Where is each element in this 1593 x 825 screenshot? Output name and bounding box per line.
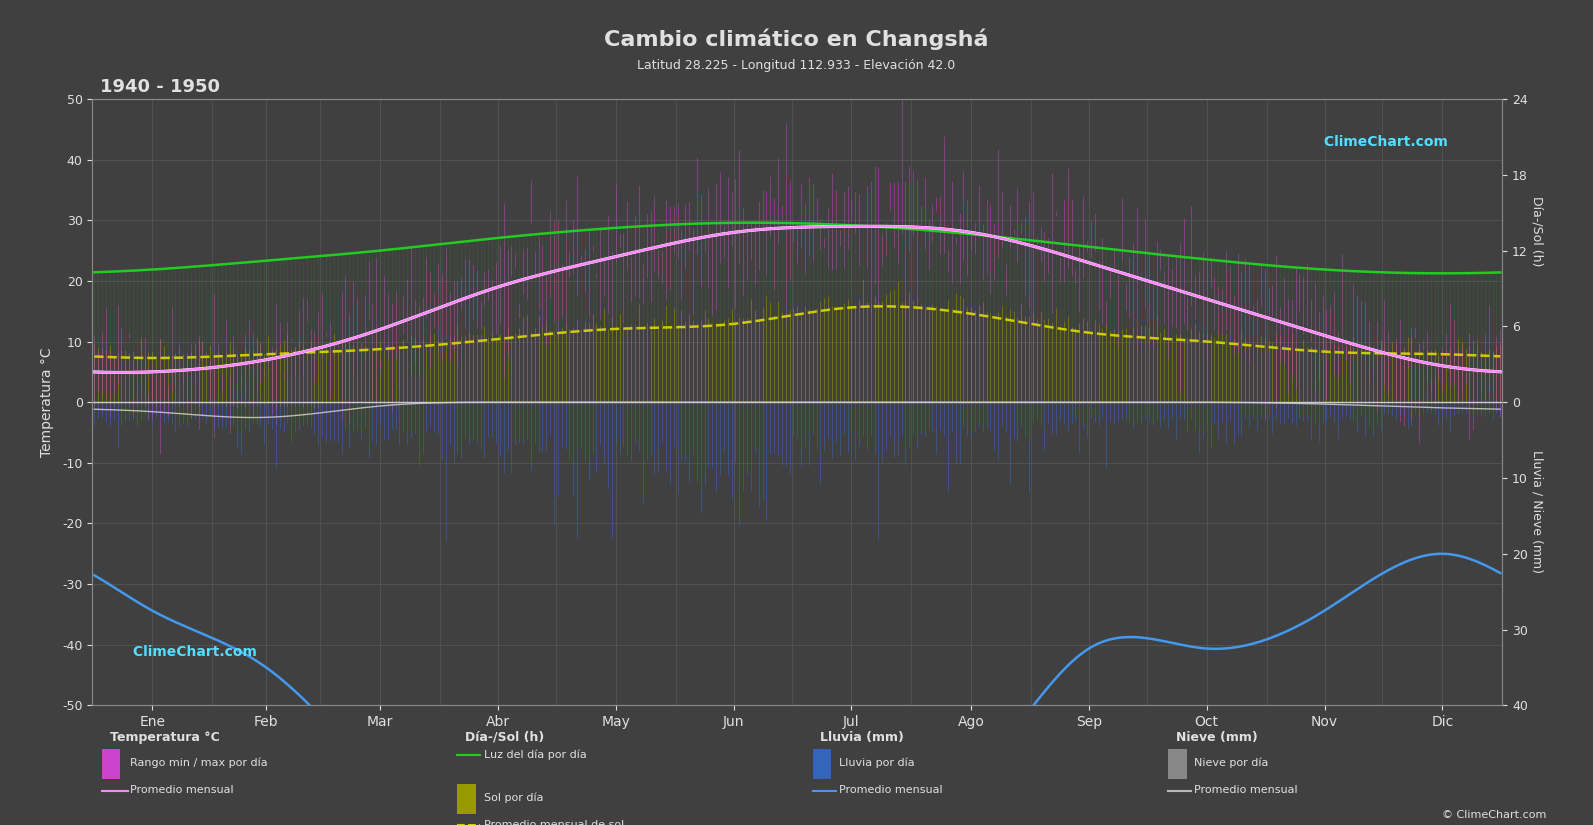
Text: Día-/Sol (h): Día-/Sol (h) xyxy=(1531,196,1544,266)
Text: Lluvia (mm): Lluvia (mm) xyxy=(820,731,905,743)
Point xyxy=(448,820,467,825)
Text: Luz del día por día: Luz del día por día xyxy=(484,750,586,761)
Y-axis label: Temperatura °C: Temperatura °C xyxy=(40,347,54,457)
Text: Promedio mensual: Promedio mensual xyxy=(129,785,233,795)
Text: Sol por día: Sol por día xyxy=(484,793,543,804)
Point xyxy=(1182,785,1201,795)
Text: Promedio mensual: Promedio mensual xyxy=(840,785,943,795)
Point xyxy=(472,820,491,825)
Text: Día-/Sol (h): Día-/Sol (h) xyxy=(465,731,545,743)
Text: Nieve por día: Nieve por día xyxy=(1195,757,1268,768)
Text: Lluvia / Nieve (mm): Lluvia / Nieve (mm) xyxy=(1531,450,1544,573)
Bar xyxy=(1168,749,1187,779)
Bar xyxy=(457,785,476,814)
Text: Nieve (mm): Nieve (mm) xyxy=(1176,731,1257,743)
Text: Temperatura °C: Temperatura °C xyxy=(110,731,220,743)
Text: Promedio mensual: Promedio mensual xyxy=(1195,785,1298,795)
Point xyxy=(472,751,491,761)
Point xyxy=(448,751,467,761)
Text: Cambio climático en Changshá: Cambio climático en Changshá xyxy=(604,29,989,50)
Text: ClimeChart.com: ClimeChart.com xyxy=(1319,135,1448,149)
Point xyxy=(1158,785,1177,795)
Text: ClimeChart.com: ClimeChart.com xyxy=(127,645,256,658)
Text: Latitud 28.225 - Longitud 112.933 - Elevación 42.0: Latitud 28.225 - Longitud 112.933 - Elev… xyxy=(637,59,956,73)
Point xyxy=(118,785,137,795)
Text: Lluvia por día: Lluvia por día xyxy=(840,757,914,768)
Text: 1940 - 1950: 1940 - 1950 xyxy=(100,78,220,97)
Bar xyxy=(102,749,121,779)
Text: Promedio mensual de sol: Promedio mensual de sol xyxy=(484,820,624,825)
Text: Rango min / max por día: Rango min / max por día xyxy=(129,757,268,768)
Point xyxy=(803,785,822,795)
Bar xyxy=(812,749,832,779)
Point xyxy=(92,785,112,795)
Text: © ClimeChart.com: © ClimeChart.com xyxy=(1442,809,1547,820)
Point xyxy=(827,785,846,795)
